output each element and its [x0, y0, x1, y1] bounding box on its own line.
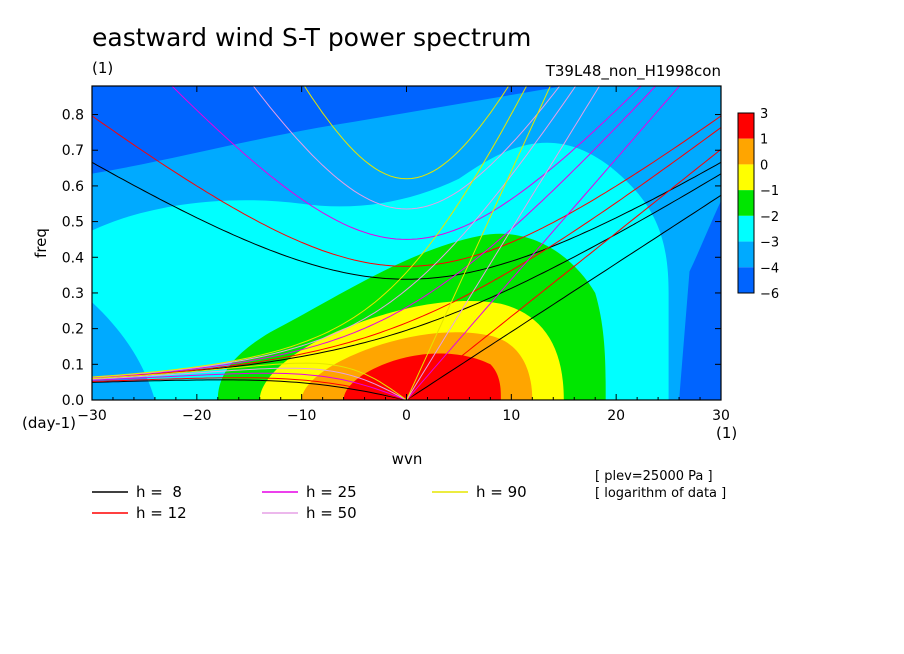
colorbar-swatch	[738, 267, 754, 293]
dispersion-curve-h12-ig	[92, 115, 721, 267]
dispersion-curve-h8-ig	[92, 161, 721, 280]
dispersion-curve-h12-mrg	[92, 126, 721, 379]
dispersion-curve-h25-kelvin	[406, 86, 681, 400]
y-tick-label: 0.6	[62, 179, 84, 195]
y-tick-label: 0.0	[62, 393, 84, 409]
legend-label-h25: h = 25	[306, 483, 357, 501]
y-tick-label: 0.5	[62, 215, 84, 231]
y-tick-label: 0.4	[62, 250, 84, 266]
colorbar-frame	[737, 112, 755, 294]
dispersion-curve-h50-er	[92, 367, 407, 400]
x-axis-label: wvn	[392, 450, 423, 468]
colorbar-label: 0	[760, 158, 768, 173]
note-log: [ logarithm of data ]	[595, 486, 726, 501]
subtitle-left: (1)	[92, 59, 113, 77]
y-tick-label: 0.8	[62, 108, 84, 124]
colorbar-label: 1	[760, 133, 768, 148]
y-axis-label: freq	[32, 228, 50, 258]
legend-label-h12: h = 12	[136, 504, 187, 522]
legend-label-h90: h = 90	[476, 483, 527, 501]
colorbar-label: 3	[760, 107, 768, 122]
colorbar-swatch	[738, 113, 754, 139]
x-tick-label: −20	[182, 408, 212, 424]
contour-fill-level-5	[343, 353, 501, 400]
dispersion-curve-h90-kelvin	[406, 86, 551, 400]
legend: h = 8 h = 12 h = 25 h = 50 h = 90	[92, 483, 527, 522]
x-tick-label: 30	[712, 408, 730, 424]
colorbar: 3 1 0 −1 −2 −3 −4 −6	[737, 107, 779, 302]
dispersion-curve-h90-er	[92, 362, 407, 400]
x-tick-label: 10	[502, 408, 520, 424]
dispersion-curve-h90-ig	[303, 86, 510, 180]
dispersion-curve-h12-kelvin	[406, 148, 721, 400]
y-tick-label: 0.1	[62, 357, 84, 373]
colorbar-label: −3	[760, 236, 779, 251]
x-unit-label: (1)	[716, 424, 737, 442]
note-plev: [ plev=25000 Pa ]	[595, 469, 713, 484]
axes: −30 −20 −10 0 10 20 30 0.0 0.1 0.2 0.3 0.4 0.5 0.6 0.7…	[62, 86, 730, 424]
dispersion-curve-h50-mrg	[92, 86, 577, 378]
y-tick-label: 0.7	[62, 143, 84, 159]
dispersion-curve-h8-er	[92, 379, 407, 400]
colorbar-swatch	[738, 138, 754, 165]
dispersion-curve-h25-er	[92, 372, 407, 400]
subtitle-right: T39L48_non_H1998con	[545, 62, 721, 81]
x-tick-label: −10	[287, 408, 317, 424]
y-tick-label: 0.3	[62, 286, 84, 302]
dispersion-curve-h12-er	[92, 377, 407, 400]
dispersion-curve-h90-mrg	[92, 86, 528, 378]
colorbar-swatch	[738, 190, 754, 216]
colorbar-label: −2	[760, 210, 779, 225]
colorbar-swatch	[738, 241, 754, 268]
colorbar-label: −1	[760, 184, 779, 199]
plot-area	[92, 86, 721, 400]
legend-label-h50: h = 50	[306, 504, 357, 522]
dispersion-curve-h25-mrg	[92, 86, 657, 379]
legend-label-h8: h = 8	[136, 483, 182, 501]
y-tick-label: 0.2	[62, 322, 84, 338]
dispersion-curve-h25-ig	[171, 86, 642, 240]
x-tick-label: 0	[402, 408, 411, 424]
colorbar-label: −4	[760, 261, 779, 276]
x-tick-label: 20	[607, 408, 625, 424]
colorbar-swatch	[738, 164, 754, 191]
colorbar-swatch	[738, 215, 754, 242]
x-tick-label: −30	[77, 408, 107, 424]
colorbar-label: −6	[760, 287, 779, 302]
chart-title: eastward wind S-T power spectrum	[92, 23, 531, 52]
dispersion-curve-h50-kelvin	[406, 86, 601, 400]
dispersion-curve-h8-kelvin	[406, 194, 721, 400]
dispersion-curve-h50-ig	[252, 86, 561, 210]
y-unit-label: (day-1)	[22, 414, 76, 432]
